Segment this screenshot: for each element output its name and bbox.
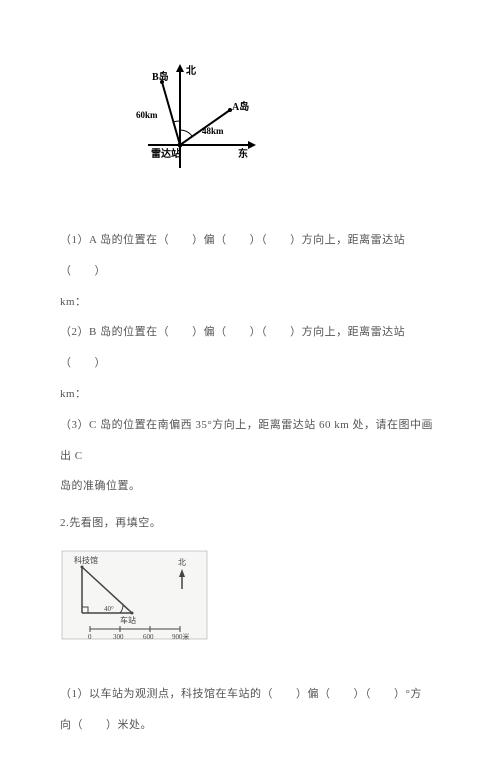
- tick-0: 0: [88, 633, 92, 641]
- tech-label: 科技馆: [74, 555, 98, 565]
- radar-label: 雷达站: [151, 147, 181, 160]
- q2-1-text: （1）以车站为观测点，科技馆在车站的（ ）偏（ ）（ ）°方: [60, 679, 440, 710]
- q1-3-text: （3）C 岛的位置在南偏西 35°方向上，距离雷达站 60 km 处，请在图中画…: [60, 410, 440, 472]
- radar-diagram: B岛 北 A岛 60km 48km 雷达站 东: [120, 60, 440, 195]
- q1-2-text: （2）B 岛的位置在（ ）偏（ ）（ ）方向上，距离雷达站（ ）: [60, 317, 440, 379]
- station-diagram: 北 科技馆 40° 车站 0 300 600 90: [60, 549, 440, 659]
- east-label: 东: [238, 147, 248, 160]
- north2-label: 北: [178, 558, 186, 567]
- q1-1-text: （1）A 岛的位置在（ ）偏（ ）（ ）方向上，距离雷达站（ ）: [60, 225, 440, 287]
- dist-60: 60km: [136, 110, 158, 120]
- tick-900: 900米: [172, 632, 190, 641]
- q2-1b-text: 向（ ）米处。: [60, 710, 440, 741]
- q2-title: 2.先看图，再填空。: [60, 508, 440, 539]
- q1-1b-text: km：: [60, 287, 440, 318]
- q1-3b-text: 岛的准确位置。: [60, 471, 440, 502]
- station-label: 车站: [120, 615, 136, 625]
- tick-600: 600: [143, 633, 154, 641]
- north-label: 北: [186, 64, 196, 77]
- a-island-label: A岛: [232, 100, 249, 113]
- tick-300: 300: [113, 633, 124, 641]
- b-island-label: B岛: [152, 70, 169, 83]
- q1-2b-text: km：: [60, 379, 440, 410]
- dist-48: 48km: [202, 126, 224, 136]
- angle-label: 40°: [104, 605, 114, 613]
